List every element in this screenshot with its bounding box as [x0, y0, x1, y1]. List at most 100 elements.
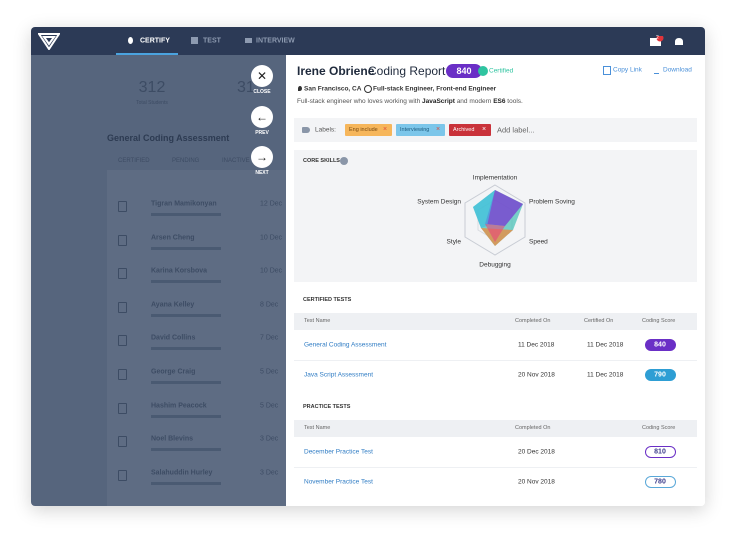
top-nav	[31, 27, 705, 55]
student-name: George Craig	[151, 368, 196, 376]
section-title: CERTIFIED TESTS	[303, 297, 352, 303]
skill-label: Style	[446, 238, 461, 246]
doc-icon[interactable]	[118, 201, 127, 212]
doc-icon[interactable]	[118, 402, 127, 414]
score-badge	[645, 446, 676, 458]
download[interactable]: Download	[663, 66, 692, 74]
date: 11 Dec 2018	[587, 341, 624, 349]
remove-label[interactable]: ×	[383, 126, 388, 133]
assessment-title: General Coding Assessment	[107, 133, 230, 143]
student-name: Karina Korsbova	[151, 267, 208, 275]
email-blur	[151, 246, 221, 250]
control-label: PREV	[255, 129, 269, 136]
copy-icon	[603, 66, 611, 75]
column-header: Certified On	[584, 318, 614, 324]
email-blur	[151, 481, 221, 485]
copy-link[interactable]: Copy Link	[613, 66, 642, 74]
doc-icon[interactable]	[118, 234, 127, 246]
student-name: Tigran Mamikonyan	[151, 200, 217, 208]
label-tag[interactable]	[396, 124, 445, 136]
control-button[interactable]: ✕	[251, 65, 273, 87]
location: San Francisco, CA	[304, 85, 362, 93]
doc-icon[interactable]	[118, 301, 127, 313]
column-header: Test Name	[304, 425, 331, 431]
score-badge	[645, 339, 676, 351]
tab: CERTIFIED	[118, 158, 150, 164]
table-header	[294, 420, 697, 437]
skill-label: System Design	[417, 198, 461, 206]
coding-score: 780	[654, 478, 666, 486]
student-date: 12 Dec	[260, 200, 283, 208]
column-header: Coding Score	[642, 425, 676, 431]
score-pill	[446, 64, 482, 78]
add-label[interactable]: Add label...	[497, 125, 535, 135]
roles: Full-stack Engineer, Front-end Engineer	[373, 85, 497, 93]
core-skills-box	[294, 150, 697, 282]
skill-label: Problem Soving	[529, 198, 575, 206]
column-header: Completed On	[515, 318, 551, 324]
description-part: and modern	[454, 98, 494, 105]
email-blur	[151, 280, 221, 284]
label-text: Interviewing	[400, 127, 430, 133]
row-divider	[294, 360, 697, 361]
email-blur	[151, 213, 221, 216]
doc-icon[interactable]	[118, 335, 127, 347]
status: Certified	[489, 67, 514, 75]
test-name[interactable]: December Practice Test	[304, 448, 373, 456]
pin-icon	[298, 86, 302, 91]
email-blur	[151, 381, 221, 384]
date: 11 Dec 2018	[587, 371, 624, 379]
doc-icon[interactable]	[118, 268, 127, 280]
remove-label[interactable]: ×	[482, 126, 487, 133]
description-part: tools.	[505, 98, 523, 105]
control-button[interactable]: →	[251, 146, 273, 168]
label-text: Archived	[453, 127, 475, 133]
column-header: Test Name	[304, 318, 331, 324]
student-date: 3 Dec	[260, 469, 279, 477]
label-tag[interactable]	[345, 124, 392, 136]
candidate-name: Irene Obriene	[297, 64, 375, 78]
student-date: 5 Dec	[260, 402, 279, 410]
coding-score: 840	[654, 341, 666, 349]
notification-badge: 2	[656, 35, 659, 41]
stat: 31	[237, 79, 255, 96]
email-blur	[151, 347, 221, 351]
test-name[interactable]: General Coding Assessment	[304, 341, 387, 349]
nav-icon	[245, 38, 252, 43]
control-button[interactable]: ←	[251, 105, 273, 128]
column-header: Coding Score	[642, 318, 676, 324]
score: 840	[456, 66, 472, 76]
student-name: Hashim Peacock	[151, 402, 207, 410]
skill-label: Debugging	[479, 261, 511, 269]
check	[478, 66, 488, 76]
student-name: Arsen Cheng	[151, 234, 195, 242]
label-icon	[302, 127, 310, 133]
description: Full-stack engineer who loves working wi…	[297, 98, 697, 108]
coding-score: 810	[654, 448, 666, 456]
nav-item: TEST	[203, 37, 221, 45]
tab: INACTIVE	[222, 158, 250, 164]
nav-underline	[116, 53, 178, 55]
doc-icon[interactable]	[118, 436, 127, 448]
date: 20 Dec 2018	[518, 448, 555, 456]
report-title: Coding Report	[368, 64, 446, 78]
doc-icon[interactable]	[118, 469, 127, 481]
doc-icon[interactable]	[118, 369, 127, 380]
test-name[interactable]: November Practice Test	[304, 478, 373, 486]
stat: 312	[138, 79, 166, 96]
table-header	[294, 313, 697, 330]
student-date: 7 Dec	[260, 334, 279, 342]
test-name[interactable]: Java Script Assessment	[304, 371, 373, 379]
student-date: 8 Dec	[260, 301, 279, 309]
column-header: Completed On	[515, 425, 551, 431]
date: 20 Nov 2018	[518, 371, 555, 379]
student-date: 3 Dec	[260, 435, 279, 443]
nav-item: INTERVIEW	[256, 37, 295, 45]
row-divider	[294, 467, 697, 468]
score-badge	[645, 369, 676, 381]
label-tag[interactable]	[449, 124, 491, 136]
remove-label[interactable]: ×	[436, 126, 441, 133]
student-date: 10 Dec	[260, 234, 283, 242]
skill-label: Implementation	[472, 174, 518, 182]
control-label: CLOSE	[253, 89, 271, 95]
